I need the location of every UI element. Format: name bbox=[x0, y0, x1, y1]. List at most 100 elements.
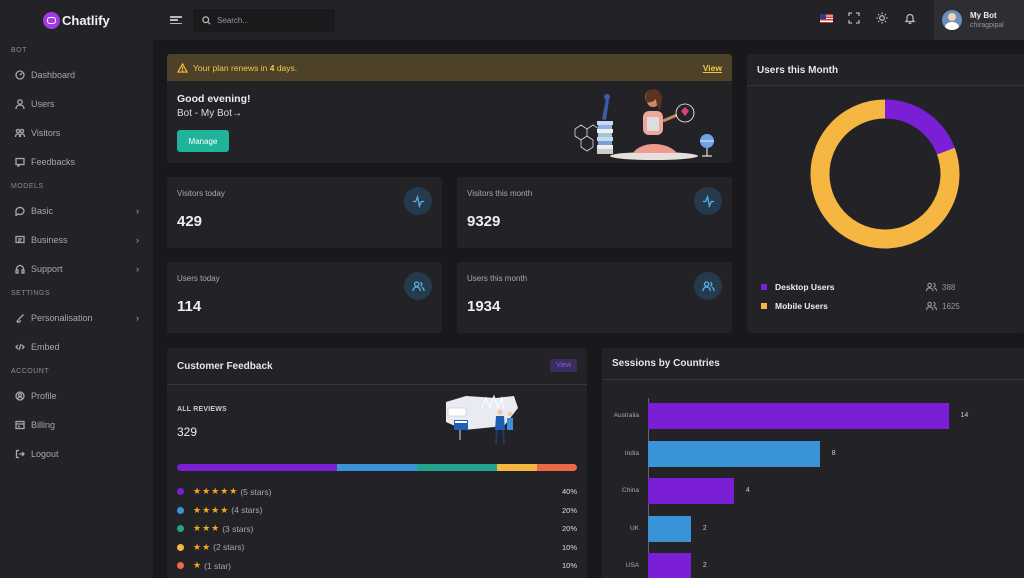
welcome-illustration bbox=[574, 89, 714, 160]
sidebar-item-label: Support bbox=[31, 263, 63, 274]
business-chat-icon bbox=[14, 234, 25, 245]
review-label: (5 stars) bbox=[240, 486, 272, 497]
review-label: (4 stars) bbox=[231, 505, 263, 515]
logout-icon bbox=[14, 448, 25, 459]
sessions-by-countries-card: Sessions by Countries Australia 14 India 8 C… bbox=[602, 348, 1024, 578]
users-icon bbox=[926, 282, 937, 292]
bar-value-label: 2 bbox=[702, 524, 707, 532]
sidebar-item-basic[interactable]: Basic › bbox=[0, 196, 153, 225]
customer-feedback-card: Customer Feedback View ALL REVIEWS 329 ★… bbox=[167, 348, 587, 578]
user-icon bbox=[14, 98, 25, 109]
donut-slice-mobile-users bbox=[810, 99, 960, 249]
stat-label: Visitors this month bbox=[467, 189, 533, 198]
legend-swatch bbox=[761, 303, 767, 309]
sidebar-item-personalisation[interactable]: Personalisation › bbox=[0, 303, 153, 332]
star-rating-icon: ★ bbox=[193, 560, 203, 570]
activity-icon bbox=[694, 187, 722, 215]
star-rating-icon: ★★★★★ bbox=[193, 486, 239, 496]
stat-value: 1934 bbox=[467, 298, 501, 315]
bot-link[interactable]: Bot - My Bot→ bbox=[177, 108, 242, 119]
review-dot bbox=[177, 543, 184, 551]
sidebar-item-business[interactable]: Business › bbox=[0, 225, 153, 254]
user-menu[interactable]: My Bot chiragpipal bbox=[934, 0, 1024, 40]
chevron-right-icon: › bbox=[136, 312, 139, 323]
bar-india bbox=[648, 440, 820, 467]
star-rating-icon: ★★★★ bbox=[193, 504, 230, 515]
country-tick-label: USA bbox=[625, 562, 639, 569]
legend-swatch bbox=[761, 284, 767, 290]
review-percent: 20% bbox=[561, 505, 577, 515]
notification-bell-icon[interactable] bbox=[903, 11, 917, 25]
bar-row: USA 2 bbox=[602, 553, 1024, 578]
sidebar-item-visitors[interactable]: Visitors bbox=[0, 118, 153, 147]
stat-value: 114 bbox=[177, 298, 202, 315]
chat-bubble-icon bbox=[14, 205, 25, 216]
sidebar-item-dashboard[interactable]: Dashboard bbox=[0, 60, 153, 89]
avatar bbox=[942, 10, 962, 30]
divider bbox=[167, 384, 587, 385]
sidebar-item-label: Feedbacks bbox=[31, 156, 76, 167]
sidebar-item-label: Embed bbox=[31, 341, 60, 352]
sidebar-item-logout[interactable]: Logout bbox=[0, 439, 153, 468]
review-dot bbox=[177, 506, 184, 514]
sidebar-item-billing[interactable]: Billing bbox=[0, 410, 153, 439]
sidebar-item-feedbacks[interactable]: Feedbacks bbox=[0, 147, 153, 176]
dashboard-icon bbox=[14, 69, 25, 80]
sidebar-item-label: Visitors bbox=[31, 127, 61, 138]
review-percent: 20% bbox=[561, 524, 577, 533]
nav-section-title: BOT bbox=[11, 46, 27, 54]
search-input[interactable] bbox=[217, 15, 327, 25]
country-tick-label: China bbox=[622, 487, 639, 494]
brush-icon bbox=[14, 312, 25, 323]
stat-value: 429 bbox=[177, 213, 203, 230]
nav-section-title: SETTINGS bbox=[11, 289, 51, 297]
country-tick-label: India bbox=[624, 449, 639, 457]
alert-view-link[interactable]: View bbox=[702, 62, 722, 73]
nav-section-title: ACCOUNT bbox=[11, 367, 50, 375]
arrow-right-icon: → bbox=[232, 108, 243, 119]
plan-renewal-alert: Your plan renews in 4 days. View bbox=[167, 54, 732, 81]
feedback-view-button[interactable]: View bbox=[549, 359, 577, 372]
user-handle: chiragpipal bbox=[970, 22, 1004, 29]
sidebar-item-label: Logout bbox=[31, 448, 59, 459]
bar-value-label: 2 bbox=[702, 562, 707, 569]
brand[interactable]: Chatlify bbox=[0, 0, 153, 40]
star-rating-icon: ★★★ bbox=[193, 523, 221, 533]
sidebar-item-embed[interactable]: Embed bbox=[0, 332, 153, 361]
sidebar-item-users[interactable]: Users bbox=[0, 89, 153, 118]
sidebar-nav: BOT Dashboard Users Visitors Feedbacks MODELS… bbox=[0, 40, 153, 468]
reviews-bar-segment bbox=[497, 464, 537, 471]
bar-china bbox=[648, 478, 734, 504]
reviews-total: 329 bbox=[177, 425, 198, 439]
brand-name: Chatlify bbox=[62, 12, 110, 28]
search-box[interactable] bbox=[193, 8, 335, 32]
language-flag-icon[interactable] bbox=[819, 11, 833, 25]
chevron-right-icon: › bbox=[136, 205, 139, 216]
divider bbox=[602, 379, 1024, 380]
nav-section-title: MODELS bbox=[11, 182, 44, 190]
sidebar-item-label: Personalisation bbox=[31, 312, 93, 323]
manage-button[interactable]: Manage bbox=[177, 130, 229, 152]
activity-icon bbox=[404, 187, 432, 215]
bar-value-label: 14 bbox=[960, 412, 969, 419]
menu-toggle-icon[interactable] bbox=[170, 14, 182, 26]
card-title: Users this Month bbox=[757, 65, 839, 76]
alert-days: 4 bbox=[269, 62, 275, 73]
reviews-bar-segment bbox=[537, 464, 577, 471]
sidebar-item-label: Dashboard bbox=[31, 69, 76, 80]
review-label: (2 stars) bbox=[213, 542, 245, 552]
divider bbox=[747, 85, 1024, 86]
sessions-bar-chart: Australia 14 India 8 China 4 UK 2 USA 2 bbox=[602, 348, 1024, 578]
country-tick-label: UK bbox=[629, 524, 639, 532]
theme-sun-icon[interactable] bbox=[875, 11, 889, 25]
billing-icon bbox=[14, 419, 25, 430]
sidebar-item-profile[interactable]: Profile bbox=[0, 381, 153, 410]
stat-card-visitors-month: Visitors this month 9329 bbox=[457, 177, 732, 248]
sidebar-item-support[interactable]: Support › bbox=[0, 254, 153, 283]
alert-text: Your plan renews in 4 days. bbox=[193, 63, 703, 73]
country-tick-label: Australia bbox=[613, 412, 639, 419]
bar-uk bbox=[648, 515, 691, 542]
fullscreen-icon[interactable] bbox=[847, 11, 861, 25]
users-icon bbox=[694, 272, 722, 300]
warning-icon bbox=[177, 62, 188, 73]
